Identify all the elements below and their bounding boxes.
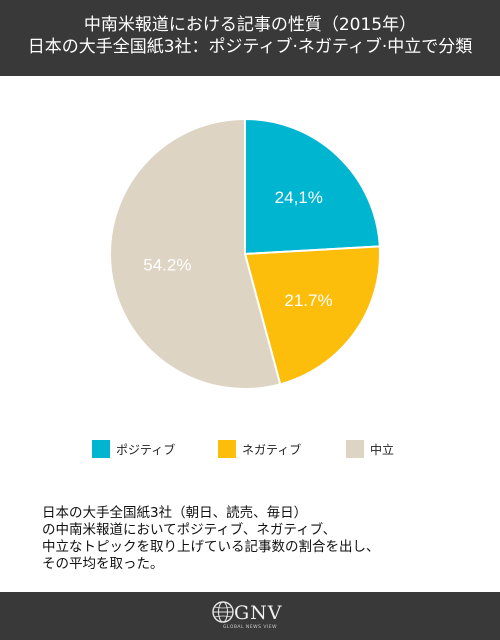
pie-label-1: 21.7% — [284, 291, 332, 310]
pie-slice-1 — [243, 245, 381, 386]
legend-item-0: ポジティブ — [92, 440, 175, 458]
legend-swatch — [92, 440, 110, 458]
chart-note: 日本の大手全国紙3社（朝日、読売、毎日） の中南米報道においてポジティブ、ネガティ… — [42, 505, 482, 573]
legend-label: 中立 — [370, 442, 395, 457]
pie-label-2: 54.2% — [143, 255, 191, 274]
legend-item-2: 中立 — [346, 440, 394, 458]
note-line-0: 日本の大手全国紙3社（朝日、読売、毎日） — [42, 505, 308, 521]
legend-swatch — [346, 440, 364, 458]
note-line-2: 中立なトピックを取り上げている記事数の割合を出し、 — [42, 539, 380, 555]
chart-title-line-1: 中南米報道における記事の性質（2015年） — [83, 15, 417, 35]
legend-item-1: ネガティブ — [218, 440, 301, 458]
legend-label: ネガティブ — [242, 442, 302, 457]
pie-label-0: 24,1% — [275, 188, 323, 207]
note-line-1: の中南米報道においてポジティブ、ネガティブ、 — [42, 522, 337, 538]
logo-text: GNV — [234, 602, 283, 624]
chart-title-line-2: 日本の大手全国紙3社：ポジティブ·ネガティブ·中立で分類 — [27, 37, 473, 57]
pie-chart: 24,1% 21.7% 54.2% — [109, 117, 381, 390]
pie-slice-0 — [244, 117, 381, 256]
footer-bar: GNV GLOBAL NEWS VIEW — [0, 592, 500, 640]
note-line-3: その平均を取った。 — [42, 556, 164, 572]
gnv-logo: GNV GLOBAL NEWS VIEW — [212, 598, 288, 634]
logo-subtext: GLOBAL NEWS VIEW — [222, 625, 278, 630]
legend-swatch — [218, 440, 236, 458]
globe-icon — [212, 601, 234, 623]
header-bar: 中南米報道における記事の性質（2015年） 日本の大手全国紙3社：ポジティブ·ネ… — [0, 0, 500, 76]
pie-slice-2 — [109, 117, 282, 390]
legend-label: ポジティブ — [116, 442, 176, 457]
